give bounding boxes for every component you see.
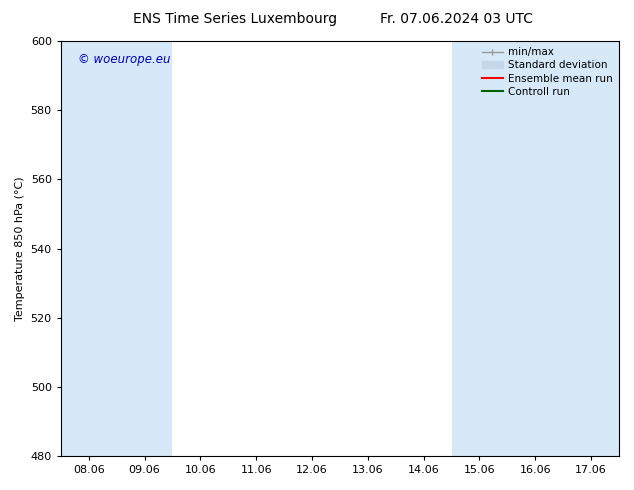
- Legend: min/max, Standard deviation, Ensemble mean run, Controll run: min/max, Standard deviation, Ensemble me…: [479, 44, 616, 100]
- Bar: [61, 41, 172, 456]
- Y-axis label: Temperature 850 hPa (°C): Temperature 850 hPa (°C): [15, 176, 25, 321]
- Text: © woeurope.eu: © woeurope.eu: [77, 53, 170, 67]
- Text: ENS Time Series Luxembourg: ENS Time Series Luxembourg: [133, 12, 337, 26]
- Text: Fr. 07.06.2024 03 UTC: Fr. 07.06.2024 03 UTC: [380, 12, 533, 26]
- Bar: [451, 41, 619, 456]
